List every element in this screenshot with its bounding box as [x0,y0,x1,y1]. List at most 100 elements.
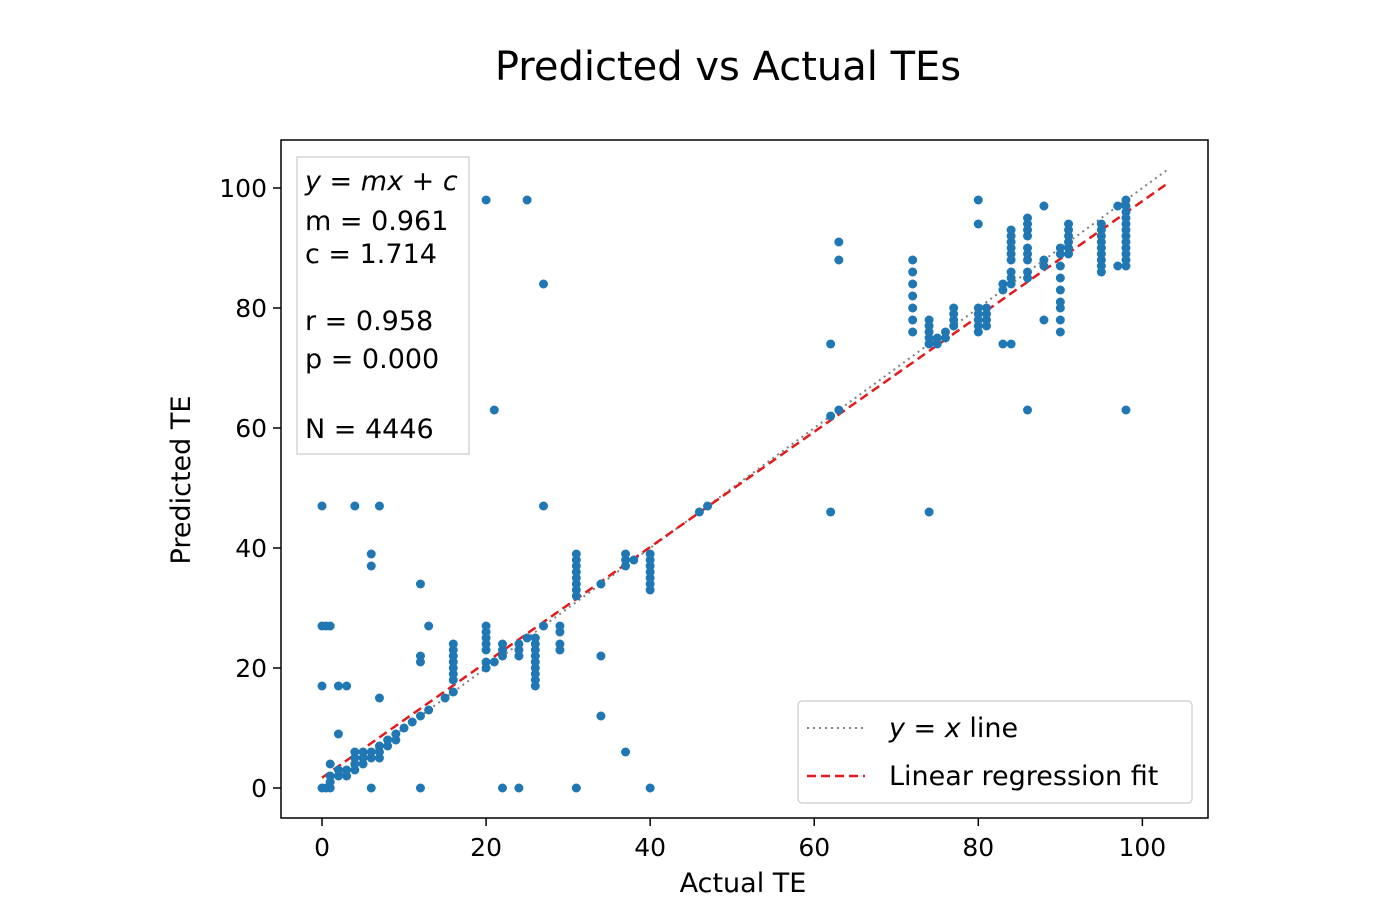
scatter-point [908,267,918,277]
scatter-point [350,501,360,511]
scatter-point [350,747,360,757]
scatter-point [333,681,343,691]
stat-slope: m = 0.961 [305,206,448,237]
scatter-point [596,651,606,661]
legend-label-identity: y = x line [888,713,1018,744]
scatter-point [342,765,352,775]
scatter-point [1113,261,1123,271]
scatter-point [982,303,992,313]
scatter-point [415,651,425,661]
y-tick-label: 100 [219,174,267,203]
scatter-point [908,303,918,313]
scatter-point [1121,195,1131,205]
scatter-point [1055,243,1065,253]
scatter-point [522,633,532,643]
scatter-point [424,705,434,715]
scatter-point [407,717,417,727]
scatter-point [555,639,565,649]
scatter-point [317,501,327,511]
scatter-point [522,195,532,205]
legend-label-identity-italic: y = x [888,713,962,744]
regression-line [321,182,1168,779]
scatter-point [555,621,565,631]
y-tick-label: 20 [235,654,267,683]
scatter-point [908,327,918,337]
y-tick-label: 0 [251,774,267,803]
scatter-point [645,783,655,793]
scatter-point [703,501,713,511]
scatter-point [448,639,458,649]
y-axis-ticks: 0 20 40 60 80 100 [219,174,281,803]
scatter-point [539,501,549,511]
scatter-point [489,405,499,415]
scatter-point [440,693,450,703]
scatter-point [1039,255,1049,265]
scatter-point [908,255,918,265]
scatter-point [374,501,384,511]
scatter-point [940,327,950,337]
scatter-point [325,621,335,631]
scatter-point [358,747,368,757]
x-tick-label: 60 [798,833,830,862]
scatter-point [497,639,507,649]
scatter-point [1055,327,1065,337]
scatter-point [391,729,401,739]
scatter-point [374,741,384,751]
y-axis-label: Predicted TE [166,396,197,565]
scatter-point [932,333,942,343]
scatter-point [497,783,507,793]
scatter-point [924,507,934,517]
scatter-point [366,549,376,559]
scatter-point [1006,339,1016,349]
scatter-point [596,711,606,721]
scatter-point [333,729,343,739]
scatter-point [366,783,376,793]
y-tick-label: 60 [235,414,267,443]
legend-label-identity-rest: line [961,713,1018,744]
scatter-point [621,747,631,757]
scatter-point [571,783,581,793]
scatter-point [1006,225,1016,235]
scatter-point [1055,261,1065,271]
scatter-point [489,657,499,667]
x-tick-label: 80 [962,833,994,862]
scatter-point [1055,273,1065,283]
stats-box: y = mx + c m = 0.961 c = 1.714 r = 0.958… [296,156,470,455]
scatter-point [539,621,549,631]
scatter-point [826,339,836,349]
scatter-point [325,759,335,769]
stat-p: p = 0.000 [305,344,439,375]
scatter-point [908,279,918,289]
scatter-point [1023,267,1033,277]
stat-n: N = 4446 [305,414,434,445]
x-axis-ticks: 0 20 40 60 80 100 [314,818,1166,862]
scatter-point [924,315,934,325]
stats-box-frame [296,156,470,455]
scatter-point [645,549,655,559]
scatter-point [481,657,491,667]
scatter-point [415,579,425,589]
scatter-point [973,195,983,205]
scatter-point [998,339,1008,349]
x-tick-label: 20 [470,833,502,862]
data-points [317,195,1131,793]
scatter-point [1113,201,1123,211]
scatter-point [424,621,434,631]
scatter-point [908,315,918,325]
scatter-point [399,723,409,733]
scatter-point [1039,201,1049,211]
scatter-point [973,219,983,229]
x-axis-label: Actual TE [680,868,807,899]
scatter-point [1064,219,1074,229]
fit-lines [321,169,1168,789]
scatter-point [366,747,376,757]
scatter-point [1055,315,1065,325]
scatter-point [333,765,343,775]
scatter-point [908,291,918,301]
stat-intercept: c = 1.714 [305,239,437,270]
scatter-point [998,279,1008,289]
scatter-point [1039,315,1049,325]
scatter-point [1006,267,1016,277]
scatter-point [530,633,540,643]
